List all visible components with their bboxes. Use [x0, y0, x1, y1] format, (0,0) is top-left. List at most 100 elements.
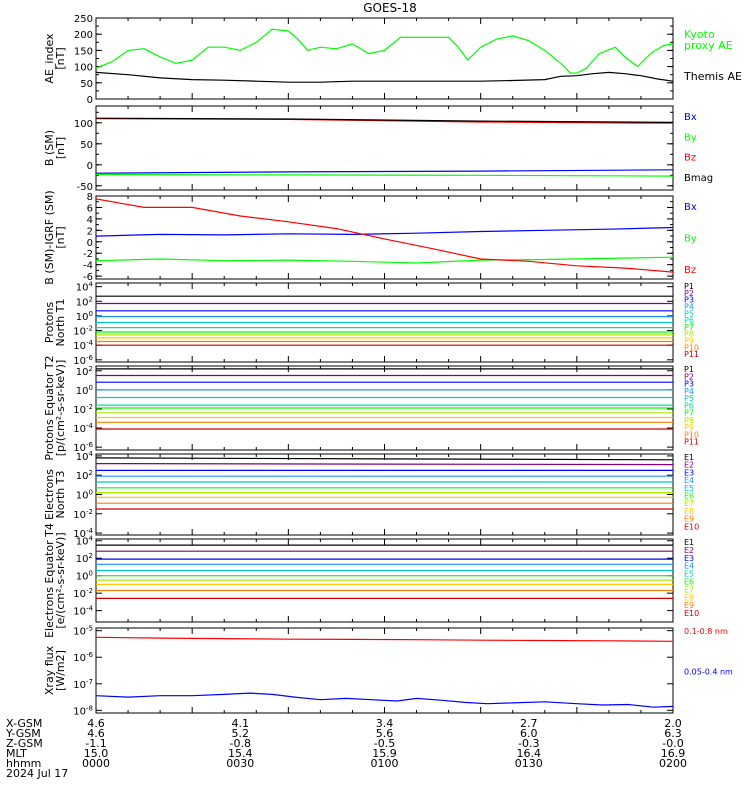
- y-tick-label: 10-7: [73, 678, 93, 691]
- y-tick-label: 100: [74, 63, 93, 74]
- legend-entry: Bz: [684, 153, 696, 164]
- legend-entry: P6: [684, 401, 694, 410]
- series-line: [95, 198, 674, 273]
- footer-value: 15.0: [84, 747, 109, 760]
- legend-entry: E2: [684, 546, 694, 555]
- y-axis-label: North T1: [54, 299, 67, 347]
- panel-frame: [95, 453, 674, 536]
- y-tick-label: 6: [87, 203, 93, 214]
- footer-row-label: X-GSM: [6, 717, 42, 730]
- series-line: [95, 71, 674, 83]
- legend-entry: E8: [684, 593, 694, 602]
- footer-value: 5.6: [376, 727, 394, 740]
- series-line: [95, 463, 674, 466]
- panel-frame: [95, 17, 674, 100]
- legend-entry: P3: [684, 380, 694, 389]
- y-axis-label: B (SM)-IGRF (SM): [43, 190, 56, 284]
- y-tick-label: 10-2: [73, 403, 93, 416]
- legend-entry: By: [684, 234, 697, 245]
- legend-entry: 0.1-0.8 nm: [684, 627, 728, 636]
- legend-entry: Bx: [684, 202, 697, 213]
- footer-value: 6.0: [520, 727, 538, 740]
- y-axis-label: Xray flux: [43, 645, 56, 695]
- legend-entry: P2: [684, 289, 694, 298]
- y-tick-label: 102: [76, 365, 93, 378]
- y-tick-label: 104: [76, 281, 94, 294]
- y-tick-label: 0: [87, 95, 93, 106]
- footer-row-label: MLT: [6, 747, 27, 760]
- series-line: [95, 636, 674, 642]
- orbit-footer: X-GSMY-GSMZ-GSMMLThhmm4.64.6-1.115.00000…: [5, 717, 687, 770]
- legend-entry: E10: [684, 609, 699, 618]
- footer-value: 4.6: [87, 717, 105, 730]
- footer-value: 16.9: [661, 747, 686, 760]
- footer-value: 0130: [515, 757, 543, 770]
- footer-row-label: hhmm: [6, 757, 41, 770]
- footer-value: 4.1: [232, 717, 250, 730]
- series-line: [95, 692, 674, 708]
- footer-value: 5.2: [232, 727, 250, 740]
- legend-entry: E6: [684, 492, 694, 501]
- footer-value: 2.0: [664, 717, 682, 730]
- y-tick-label: 102: [76, 469, 93, 482]
- footer-value: 0000: [82, 757, 110, 770]
- legend-entry: P1: [684, 365, 694, 374]
- legend-entry: P1: [684, 282, 694, 291]
- y-tick-label: 250: [74, 14, 93, 25]
- footer-value: 0100: [371, 757, 399, 770]
- y-tick-label: 10-4: [73, 339, 93, 352]
- y-tick-label: 10-8: [73, 704, 93, 717]
- legend-entry: E9: [684, 601, 694, 610]
- y-axis-label: Protons Equator T2: [43, 355, 56, 460]
- y-tick-label: 10-4: [73, 605, 93, 618]
- y-tick-label: 10-2: [73, 587, 93, 600]
- legend-entry: Bz: [684, 265, 696, 276]
- y-tick-label: 0: [87, 161, 93, 172]
- legend-entry: E7: [684, 499, 694, 508]
- panel-8: 10-8 10-7 10-6 10-5 Xray flux[W/m2] 0.1-0.8 n…: [43, 625, 733, 718]
- legend-entry: P11: [684, 350, 699, 359]
- legend-entry: E3: [684, 468, 694, 477]
- y-axis-label: [nT]: [54, 137, 67, 159]
- y-tick-label: -4: [83, 261, 93, 272]
- y-axis-label: [p/(cm²-s-sr-keV)]: [54, 360, 67, 457]
- panel-2: -50 0 50 100 B (SM)[nT] Bx By Bz Bmag: [43, 105, 713, 193]
- y-tick-label: 100: [76, 570, 93, 583]
- y-tick-label: 10-2: [73, 508, 93, 521]
- y-tick-label: 10-6: [73, 651, 93, 664]
- legend-entry: P8: [684, 330, 694, 339]
- footer-value: 16.4: [517, 747, 542, 760]
- y-tick-label: 200: [74, 30, 93, 41]
- legend-entry: E6: [684, 578, 694, 587]
- series-line: [95, 173, 674, 177]
- series-line: [95, 117, 674, 123]
- y-tick-label: 102: [76, 552, 93, 565]
- y-tick-label: 150: [74, 46, 93, 57]
- y-tick-label: 10-2: [73, 325, 93, 338]
- footer-row-label: Y-GSM: [5, 727, 41, 740]
- legend-entry: P9: [684, 423, 694, 432]
- series-line: [95, 28, 674, 74]
- legend-entry: P4: [684, 302, 694, 311]
- y-axis-label: [nT]: [54, 226, 67, 248]
- y-axis-label: Electrons: [43, 469, 56, 520]
- y-tick-label: 4: [87, 215, 93, 226]
- panel-7: 10-4 10-2 100 102 104 Electrons Equator T4[e/…: [43, 523, 699, 638]
- footer-value: 6.3: [664, 727, 682, 740]
- legend-entry: P10: [684, 343, 699, 352]
- legend-entry: Bmag: [684, 173, 713, 184]
- y-tick-label: 10-4: [73, 422, 93, 435]
- legend-entry: P7: [684, 323, 694, 332]
- legend-entry: E10: [684, 522, 699, 531]
- legend-entry: P4: [684, 387, 694, 396]
- y-tick-label: 100: [74, 119, 93, 130]
- legend-entry: Bx: [684, 112, 697, 123]
- plot-title: GOES-18: [363, 1, 417, 15]
- y-tick-label: 0: [87, 238, 93, 249]
- y-axis-label: North T3: [54, 471, 67, 519]
- footer-value: 15.9: [372, 747, 397, 760]
